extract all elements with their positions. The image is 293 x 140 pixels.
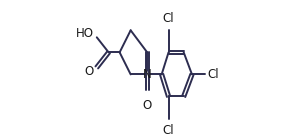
Text: HO: HO xyxy=(76,27,93,40)
Text: Cl: Cl xyxy=(163,124,174,137)
Text: Cl: Cl xyxy=(163,12,174,25)
Text: O: O xyxy=(143,99,152,112)
Text: N: N xyxy=(143,68,151,81)
Text: O: O xyxy=(84,65,93,78)
Text: Cl: Cl xyxy=(208,68,219,81)
